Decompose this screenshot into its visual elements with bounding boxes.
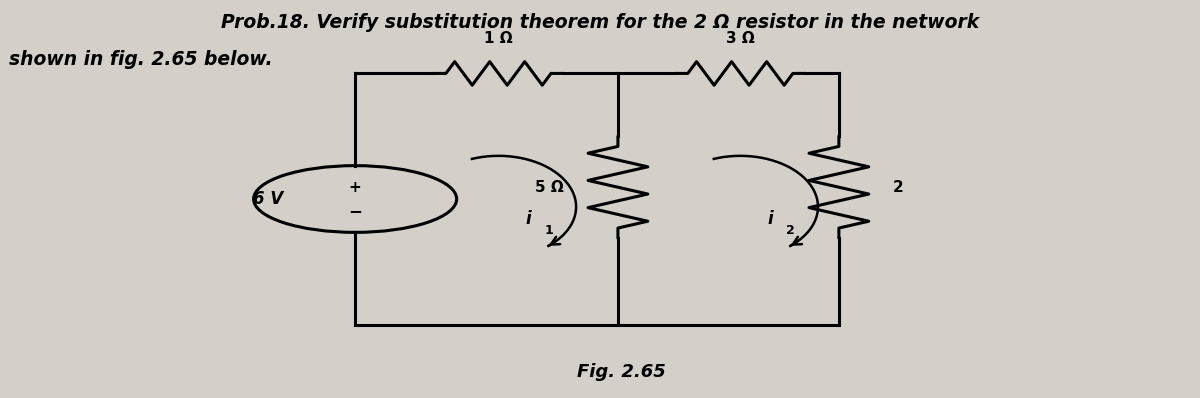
Text: 2: 2 [786,224,794,237]
Text: +: + [349,180,361,195]
Text: 3 Ω: 3 Ω [726,31,755,46]
Text: i: i [526,210,532,228]
Text: 1 Ω: 1 Ω [484,31,512,46]
Text: 5 Ω: 5 Ω [535,180,564,195]
Text: i: i [767,210,773,228]
Text: 1: 1 [545,224,553,237]
Text: Fig. 2.65: Fig. 2.65 [576,363,665,380]
Text: Prob.18. Verify substitution theorem for the 2 Ω resistor in the network: Prob.18. Verify substitution theorem for… [221,13,979,31]
Text: −: − [348,202,362,220]
Text: shown in fig. 2.65 below.: shown in fig. 2.65 below. [8,50,272,69]
Text: 6 V: 6 V [253,190,283,208]
Text: 2: 2 [893,180,904,195]
